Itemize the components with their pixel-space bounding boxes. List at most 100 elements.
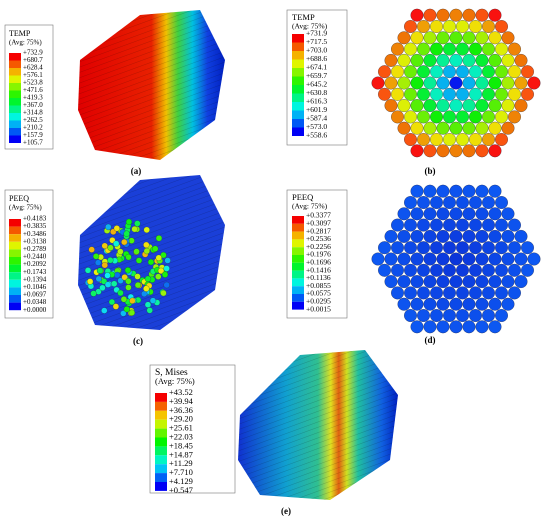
pellet xyxy=(423,53,437,67)
pellet xyxy=(410,207,424,221)
pellet xyxy=(423,275,437,289)
pellet xyxy=(449,320,463,334)
legend-value: +7.710 xyxy=(169,467,193,477)
legend-value: +0.0575 xyxy=(306,289,331,298)
legend-band xyxy=(9,60,21,68)
pellet xyxy=(469,196,482,209)
pellet xyxy=(475,229,489,243)
pellet xyxy=(482,20,495,33)
pellet xyxy=(514,99,528,113)
pellet xyxy=(410,275,424,289)
pellet xyxy=(475,252,489,266)
pellet xyxy=(527,76,541,90)
pellet xyxy=(371,76,385,90)
legend-band xyxy=(292,59,304,68)
legend-value: +674.1 xyxy=(306,63,327,72)
pellet xyxy=(462,252,476,266)
pellet xyxy=(508,42,521,56)
pellet xyxy=(449,121,463,135)
pellet xyxy=(134,273,141,280)
pellet xyxy=(469,286,482,300)
legend-band xyxy=(9,90,21,98)
pellet xyxy=(436,275,450,289)
pellet xyxy=(482,241,495,255)
legend-band xyxy=(292,255,304,263)
legend-value: +731.9 xyxy=(306,29,327,38)
pellet xyxy=(475,297,489,311)
pellet xyxy=(157,267,165,275)
pellet xyxy=(488,207,502,221)
pellet xyxy=(436,53,450,67)
pellet xyxy=(128,309,136,316)
pellet xyxy=(469,65,482,79)
pellet xyxy=(125,278,132,285)
pellet xyxy=(397,229,411,243)
pellet xyxy=(514,229,528,243)
pellet xyxy=(384,76,398,90)
legend-value: +0.2536 xyxy=(306,234,331,243)
legend-subtitle: (Avg: 75%) xyxy=(155,376,195,386)
caption: (b) xyxy=(425,166,436,176)
pellet xyxy=(495,286,508,300)
legend-value: +0.1136 xyxy=(306,273,331,282)
pellet xyxy=(410,229,424,243)
legend-value: +576.1 xyxy=(23,71,43,79)
legend-band xyxy=(292,278,304,287)
pellet xyxy=(397,76,411,90)
pellet xyxy=(391,218,404,232)
pellet xyxy=(430,110,443,124)
pellet xyxy=(475,320,489,334)
pellet xyxy=(501,53,515,67)
legend-band xyxy=(155,437,167,447)
pellet xyxy=(443,87,456,101)
pellet xyxy=(104,281,112,288)
legend-band xyxy=(292,34,304,43)
pellet xyxy=(436,99,450,113)
legend-value: +0.547 xyxy=(169,485,193,495)
legend-value: +558.6 xyxy=(306,131,327,140)
legend-band xyxy=(292,247,304,255)
pellet xyxy=(417,20,430,33)
legend-band xyxy=(292,216,304,224)
pellet xyxy=(117,289,124,297)
legend-title: TEMP xyxy=(9,29,31,38)
legend-band xyxy=(292,262,304,271)
pellet xyxy=(124,267,132,274)
legend-value: +573.0 xyxy=(306,122,327,131)
pellet xyxy=(384,252,398,266)
pellet xyxy=(96,267,104,274)
pellet xyxy=(125,253,132,261)
pellet xyxy=(430,20,443,33)
caption: (d) xyxy=(425,335,436,345)
pellet xyxy=(456,133,469,146)
pellet xyxy=(149,297,157,304)
legend-band xyxy=(9,257,21,265)
pellet xyxy=(430,133,443,146)
legend-band xyxy=(292,93,304,102)
legend: TEMP(Avg: 75%)+731.9+717.5+703.0+688.6+6… xyxy=(286,9,348,146)
pellet xyxy=(488,76,502,90)
legend-band xyxy=(9,295,21,303)
pellet xyxy=(430,196,443,209)
pellet xyxy=(163,265,170,272)
legend-value: +14.87 xyxy=(169,449,193,459)
legend-band xyxy=(155,401,167,411)
legend-value: +703.0 xyxy=(306,46,327,55)
pellet xyxy=(449,275,463,289)
legend-value: +0.0015 xyxy=(306,304,331,313)
pellet xyxy=(391,65,404,79)
legend-title: PEEQ xyxy=(9,194,29,203)
pellet xyxy=(462,184,476,198)
pellet xyxy=(417,87,430,101)
pellet xyxy=(423,8,437,22)
pellet xyxy=(462,320,476,334)
pellet xyxy=(397,207,411,221)
legend-title: S, Mises xyxy=(155,368,188,378)
pellet xyxy=(101,261,108,269)
legend-title: TEMP xyxy=(292,12,315,22)
pellet xyxy=(417,110,430,124)
pellet xyxy=(482,42,495,56)
legend-subtitle: (Avg: 75%) xyxy=(9,39,42,47)
pellet xyxy=(161,271,169,278)
